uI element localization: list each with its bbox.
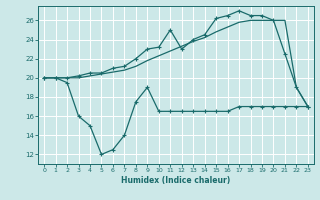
X-axis label: Humidex (Indice chaleur): Humidex (Indice chaleur) xyxy=(121,176,231,185)
